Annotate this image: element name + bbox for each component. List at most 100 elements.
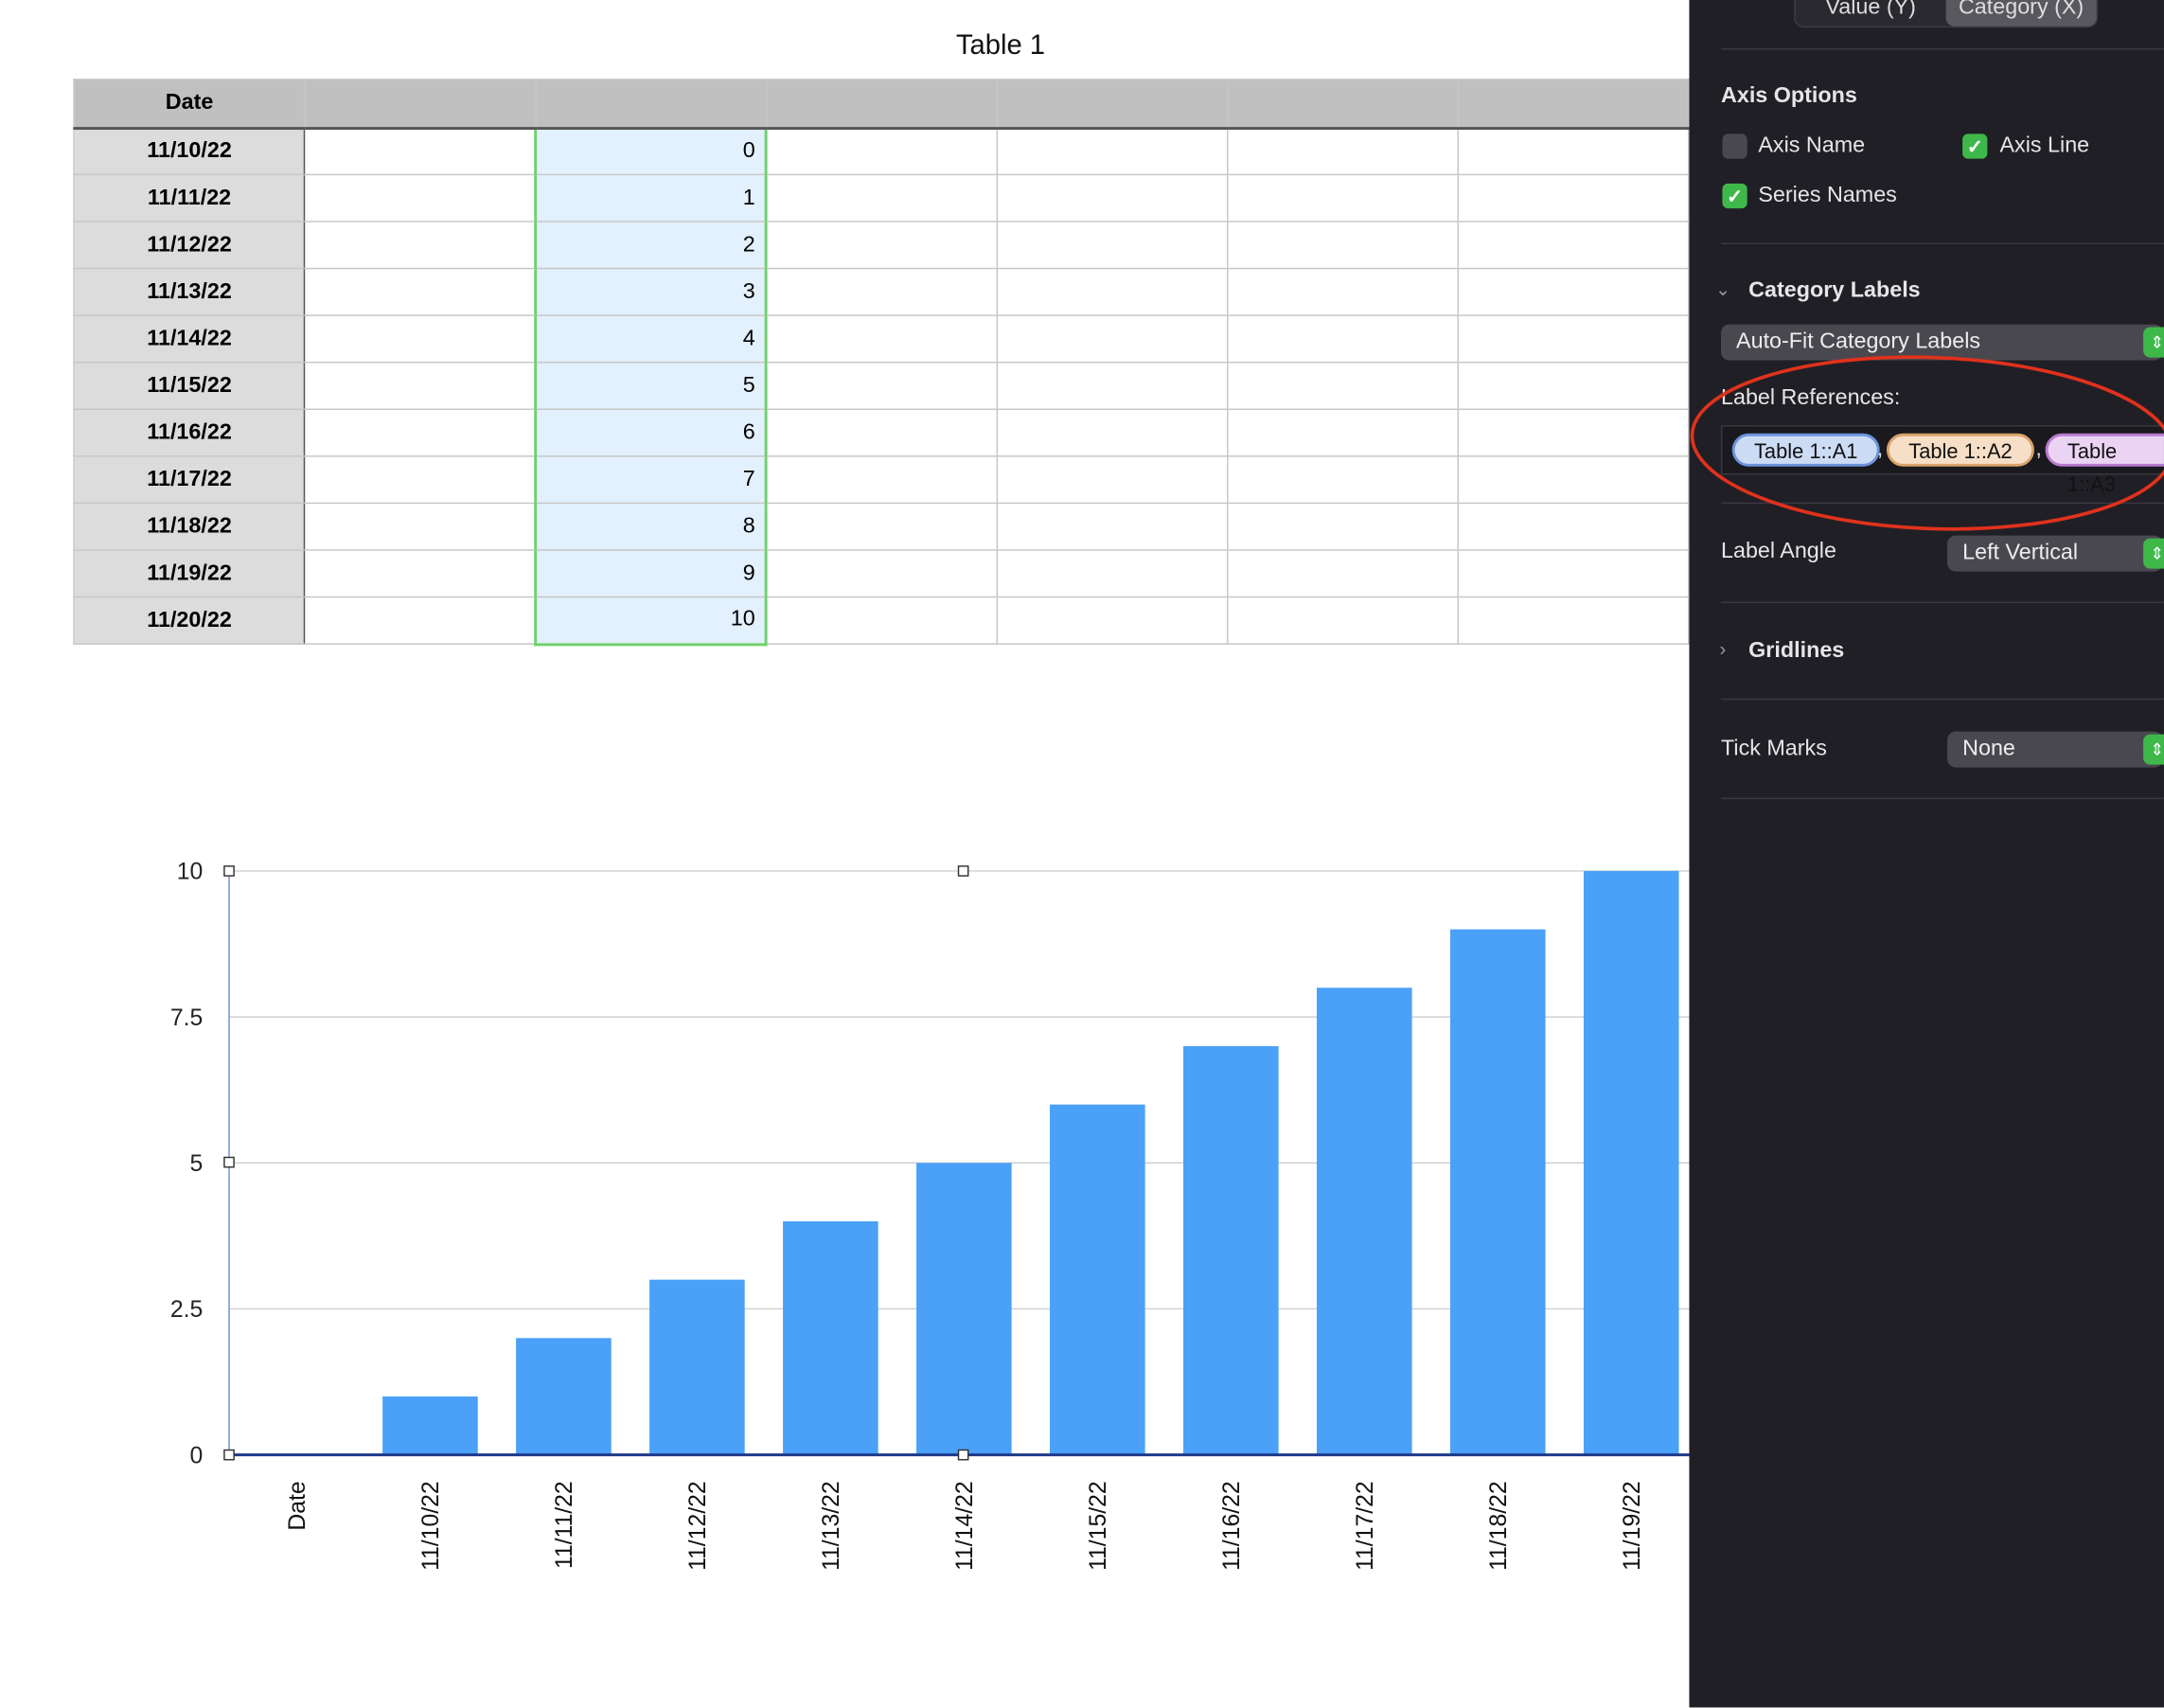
x-tick-label: 11/14/22 [952, 1481, 978, 1571]
table-row: 11/11/22 1 [73, 173, 1690, 222]
category-labels-heading[interactable]: Category Labels [1748, 278, 1921, 303]
empty-cell[interactable] [1226, 221, 1459, 270]
reference-token[interactable]: Table 1::A3 [2045, 433, 2164, 497]
empty-cell[interactable] [996, 549, 1229, 598]
date-cell[interactable]: 11/13/22 [73, 267, 306, 316]
selection-handle[interactable] [223, 865, 235, 877]
value-cell[interactable]: 2 [534, 221, 768, 270]
empty-cell[interactable] [304, 221, 537, 270]
bar [382, 1396, 478, 1455]
empty-cell[interactable] [1226, 127, 1459, 176]
empty-cell[interactable] [1226, 455, 1459, 505]
table-row: 11/18/22 8 [73, 502, 1690, 551]
empty-cell[interactable] [765, 173, 998, 222]
x-tick-label: 11/19/22 [1620, 1481, 1645, 1571]
x-tick-label: 11/10/22 [418, 1481, 444, 1571]
date-cell[interactable]: 11/20/22 [73, 596, 306, 645]
axis-tab-control[interactable]: Value (Y) Category (X) [1794, 0, 2099, 28]
category-labels-mode-popup[interactable]: Auto-Fit Category Labels ⇕ [1721, 324, 2164, 361]
data-table[interactable]: Date 11/10/22 0 11/11/22 1 11/12/22 2 11/13/22… [73, 79, 1690, 646]
label-references-field[interactable]: Table 1::A1 , Table 1::A2 , Table 1::A3 [1721, 425, 2164, 497]
selection-handle[interactable] [223, 1449, 235, 1461]
empty-cell[interactable] [304, 549, 537, 598]
table-title[interactable]: Table 1 [955, 30, 1045, 62]
header-cell[interactable] [534, 79, 768, 130]
value-cell[interactable]: 3 [534, 267, 768, 316]
empty-cell[interactable] [996, 455, 1229, 505]
value-cell[interactable]: 1 [534, 173, 768, 222]
bar [783, 1220, 878, 1455]
y-tick-label: 10 [177, 860, 204, 885]
axis-line-checkbox[interactable]: ✓ [1962, 133, 1988, 159]
empty-cell[interactable] [1226, 596, 1459, 645]
selection-handle[interactable] [957, 1449, 969, 1461]
empty-cell[interactable] [1457, 127, 1690, 176]
empty-cell[interactable] [1226, 549, 1459, 598]
x-tick-label: 11/16/22 [1219, 1481, 1245, 1571]
empty-cell[interactable] [1457, 173, 1690, 222]
empty-cell[interactable] [996, 127, 1229, 176]
chevron-down-icon[interactable]: ⌄ [1715, 278, 1731, 300]
header-row: Date [73, 79, 1690, 130]
label-angle-popup[interactable]: Left Vertical ⇕ [1947, 535, 2164, 572]
y-tick-label: 5 [190, 1151, 204, 1177]
empty-cell[interactable] [765, 596, 998, 645]
empty-cell[interactable] [765, 455, 998, 505]
series-names-label[interactable]: Series Names [1758, 183, 1897, 207]
header-cell[interactable] [1226, 79, 1459, 130]
empty-cell[interactable] [304, 408, 537, 457]
date-cell[interactable]: 11/14/22 [73, 314, 306, 364]
empty-cell[interactable] [1457, 549, 1690, 598]
bar [916, 1163, 1012, 1455]
empty-cell[interactable] [1226, 314, 1459, 364]
reference-token[interactable]: Table 1::A2 [1886, 433, 2035, 467]
empty-cell[interactable] [996, 173, 1229, 222]
value-cell[interactable]: 7 [534, 455, 768, 505]
value-cell[interactable]: 4 [534, 314, 768, 364]
empty-cell[interactable] [1226, 408, 1459, 457]
empty-cell[interactable] [1457, 408, 1690, 457]
date-cell[interactable]: 11/17/22 [73, 455, 306, 505]
y-tick-label: 7.5 [170, 1005, 203, 1031]
axis-name-label[interactable]: Axis Name [1758, 133, 1866, 158]
stepper-arrows-icon: ⇕ [2143, 734, 2164, 765]
value-cell[interactable]: 0 [534, 126, 768, 176]
tab-value-y[interactable]: Value (Y) [1825, 0, 1916, 20]
value-cell[interactable]: 10 [534, 596, 768, 646]
tick-marks-popup[interactable]: None ⇕ [1947, 731, 2164, 768]
date-cell[interactable]: 11/16/22 [73, 408, 306, 457]
date-cell[interactable]: 11/11/22 [73, 173, 306, 222]
selection-handle[interactable] [957, 865, 969, 877]
axis-line-label[interactable]: Axis Line [1999, 133, 2090, 158]
value-cell[interactable]: 8 [534, 502, 768, 551]
date-cell[interactable]: 11/12/22 [73, 221, 306, 270]
header-cell[interactable] [765, 79, 998, 130]
selection-handle[interactable] [223, 1156, 235, 1168]
chevron-right-icon[interactable]: › [1719, 637, 1727, 660]
value-cell[interactable]: 6 [534, 408, 768, 457]
series-names-checkbox[interactable]: ✓ [1722, 183, 1747, 209]
reference-token[interactable]: Table 1::A1 [1731, 433, 1880, 467]
bar [516, 1338, 612, 1455]
empty-cell[interactable] [765, 127, 998, 176]
axis-name-checkbox[interactable] [1722, 133, 1747, 159]
date-cell[interactable]: 11/10/22 [73, 127, 306, 176]
header-cell[interactable] [1457, 79, 1690, 130]
y-tick-label: 2.5 [170, 1297, 203, 1323]
empty-cell[interactable] [765, 408, 998, 457]
header-cell[interactable] [304, 79, 537, 130]
empty-cell[interactable] [1457, 221, 1690, 270]
header-cell[interactable]: Date [73, 79, 306, 130]
date-cell[interactable]: 11/15/22 [73, 361, 306, 410]
gridlines-heading[interactable]: Gridlines [1748, 639, 1845, 663]
x-tick-label: 11/12/22 [685, 1481, 711, 1571]
empty-cell[interactable] [1457, 314, 1690, 364]
date-cell[interactable]: 11/19/22 [73, 549, 306, 598]
empty-cell[interactable] [765, 361, 998, 410]
empty-cell[interactable] [1457, 596, 1690, 645]
empty-cell[interactable] [996, 596, 1229, 645]
empty-cell[interactable] [1457, 361, 1690, 410]
tab-category-x[interactable]: Category (X) [1945, 0, 2097, 27]
empty-cell[interactable] [304, 596, 537, 645]
